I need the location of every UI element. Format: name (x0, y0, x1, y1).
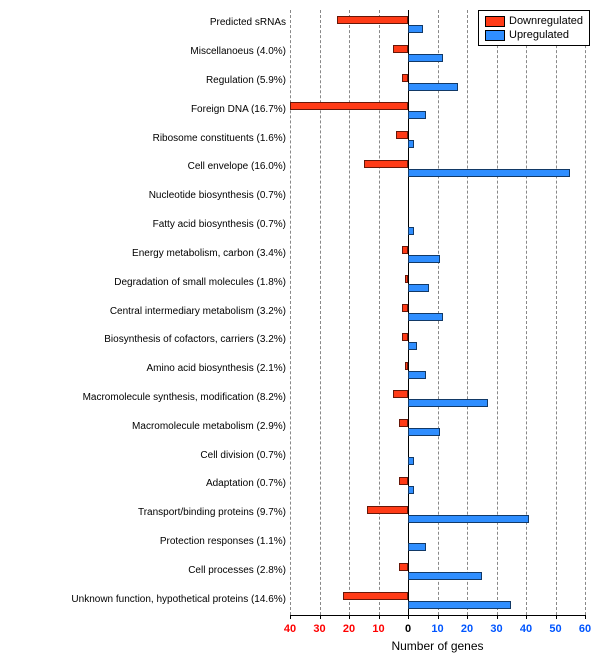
tick-mark (497, 615, 498, 619)
bar-up (408, 255, 440, 263)
tick-label: 10 (372, 623, 384, 635)
category-label: Biosynthesis of cofactors, carriers (3.2… (4, 334, 286, 345)
bar-down (367, 506, 408, 514)
tick-label: 10 (431, 623, 443, 635)
category-label: Unknown function, hypothetical proteins … (4, 594, 286, 605)
bar-up (408, 399, 488, 407)
legend-item: Downregulated (485, 14, 583, 28)
tick-label: 20 (461, 623, 473, 635)
category-label: Protection responses (1.1%) (4, 536, 286, 547)
legend-label: Downregulated (509, 14, 583, 28)
bar-down (399, 563, 408, 571)
bar-down (402, 333, 408, 341)
tick-mark (585, 615, 586, 619)
legend: DownregulatedUpregulated (478, 10, 590, 46)
category-label: Energy metabolism, carbon (3.4%) (4, 248, 286, 259)
bar-down (399, 419, 408, 427)
bar-up (408, 543, 426, 551)
category-label: Cell division (0.7%) (4, 450, 286, 461)
bar-up (408, 486, 414, 494)
category-label: Degradation of small molecules (1.8%) (4, 277, 286, 288)
bar-down (405, 362, 408, 370)
grid-line (349, 10, 350, 615)
category-label: Predicted sRNAs (4, 17, 286, 28)
bar-down (402, 74, 408, 82)
diverging-bar-chart: 40 30 20 10 0 10 20 30 40 50 60 Number of genes Pred… (0, 0, 600, 661)
category-label: Regulation (5.9%) (4, 75, 286, 86)
bar-down (337, 16, 408, 24)
category-label: Cell envelope (16.0%) (4, 161, 286, 172)
tick-label: 40 (284, 623, 296, 635)
category-label: Foreign DNA (16.7%) (4, 104, 286, 115)
legend-swatch (485, 16, 505, 27)
legend-label: Upregulated (509, 28, 569, 42)
category-label: Amino acid biosynthesis (2.1%) (4, 363, 286, 374)
category-label: Macromolecule synthesis, modification (8… (4, 392, 286, 403)
tick-mark (408, 615, 409, 619)
tick-label: 30 (313, 623, 325, 635)
category-label: Cell processes (2.8%) (4, 565, 286, 576)
bar-up (408, 313, 443, 321)
bar-up (408, 54, 443, 62)
bar-up (408, 284, 429, 292)
bar-up (408, 342, 417, 350)
bar-down (364, 160, 408, 168)
bar-down (290, 102, 408, 110)
bar-up (408, 169, 570, 177)
bar-up (408, 572, 482, 580)
tick-label: 0 (405, 623, 411, 635)
grid-line (290, 10, 291, 615)
bar-up (408, 227, 414, 235)
category-label: Adaptation (0.7%) (4, 478, 286, 489)
legend-item: Upregulated (485, 28, 583, 42)
bar-down (402, 246, 408, 254)
tick-label: 30 (490, 623, 502, 635)
category-label: Transport/binding proteins (9.7%) (4, 507, 286, 518)
bar-down (399, 477, 408, 485)
tick-label: 20 (343, 623, 355, 635)
legend-swatch (485, 30, 505, 41)
category-label: Macromolecule metabolism (2.9%) (4, 421, 286, 432)
grid-line (556, 10, 557, 615)
bar-up (408, 25, 423, 33)
bar-down (402, 304, 408, 312)
tick-mark (556, 615, 557, 619)
tick-mark (290, 615, 291, 619)
bar-down (343, 592, 408, 600)
grid-line (585, 10, 586, 615)
category-label: Ribosome constituents (1.6%) (4, 133, 286, 144)
tick-mark (320, 615, 321, 619)
bar-up (408, 111, 426, 119)
tick-label: 60 (579, 623, 591, 635)
grid-line (497, 10, 498, 615)
bar-up (408, 428, 440, 436)
bar-down (396, 131, 408, 139)
category-label: Miscellanoeus (4.0%) (4, 46, 286, 57)
tick-mark (438, 615, 439, 619)
category-label: Nucleotide biosynthesis (0.7%) (4, 190, 286, 201)
bar-up (408, 140, 414, 148)
tick-label: 40 (520, 623, 532, 635)
bar-up (408, 601, 511, 609)
x-axis-title: Number of genes (391, 639, 483, 653)
bar-down (393, 390, 408, 398)
tick-mark (526, 615, 527, 619)
tick-mark (467, 615, 468, 619)
grid-line (526, 10, 527, 615)
grid-line (467, 10, 468, 615)
grid-line (320, 10, 321, 615)
tick-mark (379, 615, 380, 619)
category-label: Fatty acid biosynthesis (0.7%) (4, 219, 286, 230)
bar-up (408, 371, 426, 379)
bar-up (408, 457, 414, 465)
category-label: Central intermediary metabolism (3.2%) (4, 306, 286, 317)
grid-line (379, 10, 380, 615)
tick-label: 50 (549, 623, 561, 635)
tick-mark (349, 615, 350, 619)
bar-down (405, 275, 408, 283)
bar-up (408, 83, 458, 91)
bar-up (408, 515, 529, 523)
bar-down (393, 45, 408, 53)
